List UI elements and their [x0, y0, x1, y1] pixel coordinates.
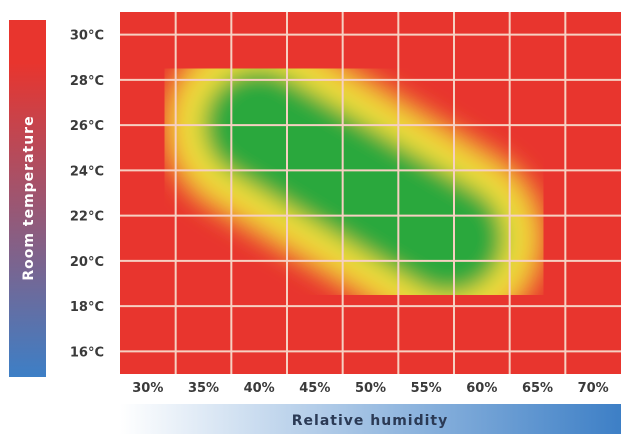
x-axis-title-bar	[120, 404, 621, 434]
x-tick-label: 30%	[132, 381, 163, 396]
x-axis-title-text: Relative humidity	[292, 413, 448, 429]
x-tick-label: 40%	[244, 381, 275, 396]
x-tick-label: 50%	[355, 381, 386, 396]
x-tick-label: 55%	[411, 381, 442, 396]
gridlines	[120, 12, 621, 374]
plot-area	[120, 12, 621, 374]
comfort-zone	[203, 69, 505, 294]
y-axis-title-bar	[9, 20, 46, 377]
y-tick-label: 30°C	[70, 29, 104, 44]
x-tick-label: 65%	[522, 381, 553, 396]
y-tick-label: 26°C	[70, 119, 104, 134]
y-tick-label: 16°C	[70, 345, 104, 360]
x-axis-title: Relative humidity	[120, 404, 621, 434]
x-tick-label: 70%	[578, 381, 609, 396]
x-tick-label: 60%	[466, 381, 497, 396]
y-tick-label: 22°C	[70, 210, 104, 225]
y-axis-title-text: Room temperature	[21, 115, 37, 280]
x-tick-label: 45%	[299, 381, 330, 396]
y-tick-label: 24°C	[70, 164, 104, 179]
x-tick-label: 35%	[188, 381, 219, 396]
y-tick-label: 28°C	[70, 74, 104, 89]
x-axis-ticks: 30% 35% 40% 45% 50% 55% 60% 65% 70%	[132, 381, 608, 396]
y-axis-ticks: 30°C 28°C 26°C 24°C 22°C 20°C 18°C 16°C	[70, 29, 104, 361]
y-axis-title: Room temperature	[9, 20, 46, 377]
y-tick-label: 18°C	[70, 300, 104, 315]
y-tick-label: 20°C	[70, 255, 104, 270]
